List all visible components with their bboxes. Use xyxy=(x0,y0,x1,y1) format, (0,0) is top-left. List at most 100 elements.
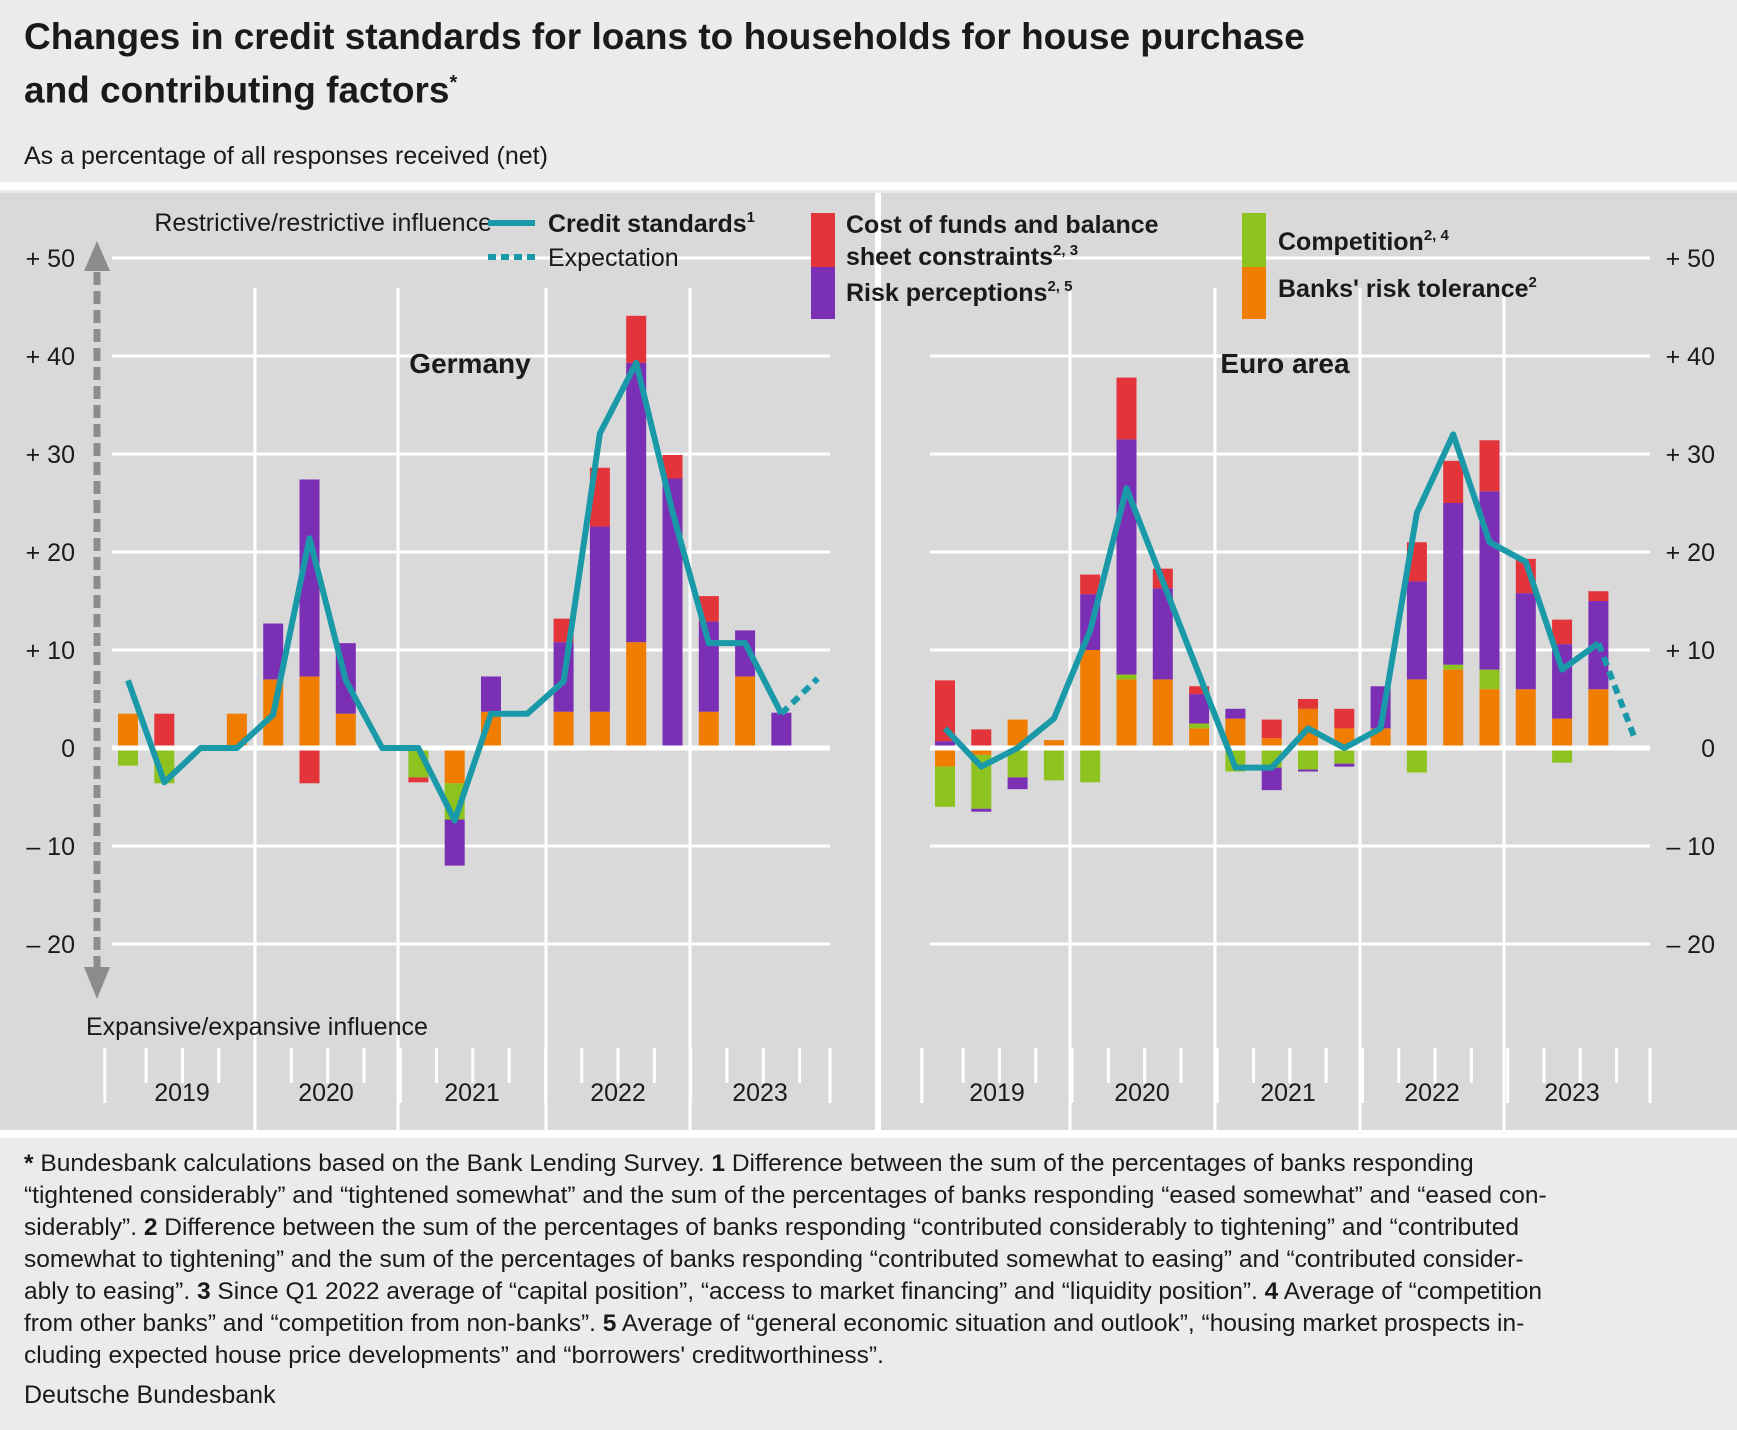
bar-risk-tolerance xyxy=(1152,679,1173,748)
credit-standards-line xyxy=(942,431,1601,771)
legend-cost-of-funds-line2: sheet constraints2, 3 xyxy=(846,242,1078,271)
footnote-line-3: siderably”. 2 Difference between the sum… xyxy=(24,1214,1519,1241)
bottom-divider xyxy=(0,1130,1737,1138)
bar-risk-perceptions xyxy=(1189,694,1210,724)
chart-area: + 50 + 50 + 40 + 40 + 30 + 30 + 20 + 20 + 10 + 10… xyxy=(0,193,1737,1130)
legend-competition-label: Competition2, 4 xyxy=(1278,227,1450,256)
chart-canvas: + 50 + 50 + 40 + 40 + 30 + 30 + 20 + 20 + 10 + 10… xyxy=(26,193,1715,1130)
bar-risk-perceptions xyxy=(771,712,792,748)
bar-risk-perceptions xyxy=(1298,769,1318,772)
y-tick-label-left: + 30 xyxy=(26,441,75,469)
legend-cost-of-funds-line1: Cost of funds and balance xyxy=(846,211,1159,239)
footnote-line-7: cluding expected house price development… xyxy=(24,1342,884,1369)
bar-cost-of-funds xyxy=(1334,708,1355,729)
bar-risk-perceptions xyxy=(589,526,610,712)
y-tick-label-left: + 20 xyxy=(26,539,75,567)
title-footnote-mark: * xyxy=(449,72,458,94)
bar-risk-perceptions xyxy=(971,808,992,812)
line-layer xyxy=(125,359,1638,824)
year-label: 2020 xyxy=(298,1079,354,1107)
bar-competition xyxy=(1043,748,1064,781)
bar-competition xyxy=(1552,748,1573,763)
panel-title: Euro area xyxy=(1220,348,1350,379)
bar-risk-perceptions xyxy=(1007,777,1028,790)
bar-risk-perceptions xyxy=(662,478,683,748)
bar-cost-of-funds xyxy=(1552,619,1573,645)
legend-risk-perceptions-swatch xyxy=(811,267,835,319)
grid-layer xyxy=(84,193,1652,1130)
expectation-line xyxy=(1595,642,1638,740)
footnote-line-2: “tightened considerably” and “tightened … xyxy=(24,1182,1547,1209)
y-tick-label-left: – 10 xyxy=(26,833,75,861)
footnote-line-1: * Bundesbank calculations based on the B… xyxy=(24,1150,1474,1177)
bar-cost-of-funds xyxy=(935,680,955,742)
bar-cost-of-funds xyxy=(1588,591,1609,601)
y-tick-label-left: + 40 xyxy=(26,343,75,371)
legend-top-axis-label: Restrictive/restrictive influence xyxy=(154,209,492,237)
year-label: 2023 xyxy=(732,1079,788,1107)
bar-risk-tolerance xyxy=(1189,728,1210,748)
bar-cost-of-funds xyxy=(408,777,429,783)
bar-competition xyxy=(935,766,955,807)
bar-risk-tolerance xyxy=(971,748,992,755)
bar-competition xyxy=(1080,748,1101,783)
legend-risk-tolerance-label: Banks' risk tolerance2 xyxy=(1278,274,1537,303)
bar-risk-perceptions xyxy=(1116,439,1137,675)
year-label: 2022 xyxy=(590,1079,646,1107)
bar-cost-of-funds xyxy=(1080,574,1101,595)
bar-competition xyxy=(118,748,138,766)
bar-risk-perceptions xyxy=(626,362,647,643)
chart-subtitle: As a percentage of all responses receive… xyxy=(24,142,548,170)
bar-cost-of-funds xyxy=(299,748,320,784)
year-label: 2023 xyxy=(1544,1079,1600,1107)
bar-risk-tolerance xyxy=(1479,689,1500,748)
year-label: 2022 xyxy=(1404,1079,1460,1107)
footnote-line-4: somewhat to tightening” and the sum of t… xyxy=(24,1246,1524,1273)
bar-competition xyxy=(971,754,992,809)
bar-risk-perceptions xyxy=(444,819,465,866)
down-arrow-icon xyxy=(84,967,110,999)
y-tick-label-right: + 50 xyxy=(1666,245,1715,273)
source-label: Deutsche Bundesbank xyxy=(24,1381,276,1409)
y-tick-label-right: – 10 xyxy=(1666,833,1715,861)
bar-risk-tolerance xyxy=(1080,650,1101,748)
y-tick-label-left: + 50 xyxy=(26,245,75,273)
bar-risk-tolerance xyxy=(1443,669,1464,748)
bar-competition xyxy=(1298,748,1318,770)
y-tick-label-left: + 10 xyxy=(26,637,75,665)
bar-risk-perceptions xyxy=(1406,581,1427,680)
bar-cost-of-funds xyxy=(662,454,683,479)
bar-cost-of-funds xyxy=(1479,440,1500,492)
y-tick-label-right: + 30 xyxy=(1666,441,1715,469)
legend-competition-swatch xyxy=(1242,213,1266,267)
bar-risk-perceptions xyxy=(299,479,320,677)
bar-risk-tolerance xyxy=(118,713,138,748)
bar-risk-perceptions xyxy=(1443,503,1464,665)
bar-risk-perceptions xyxy=(935,741,955,748)
bar-risk-tolerance xyxy=(1261,738,1282,748)
bar-risk-tolerance xyxy=(1515,689,1536,748)
y-tick-label-right: + 10 xyxy=(1666,637,1715,665)
bar-cost-of-funds xyxy=(1443,460,1464,503)
bar-cost-of-funds xyxy=(1189,686,1210,695)
y-tick-label-right: + 40 xyxy=(1666,343,1715,371)
y-tick-label-left: – 20 xyxy=(26,931,75,959)
footnotes: * Bundesbank calculations based on the B… xyxy=(24,1148,1714,1372)
bar-risk-tolerance xyxy=(1588,689,1609,748)
bar-competition xyxy=(1189,723,1210,729)
legend-risk-perceptions-label: Risk perceptions2, 5 xyxy=(846,278,1072,307)
bar-competition xyxy=(1334,748,1355,764)
bar-risk-perceptions xyxy=(1515,593,1536,690)
bar-risk-tolerance xyxy=(553,711,574,748)
bar-risk-perceptions xyxy=(263,623,284,680)
bars-layer xyxy=(118,315,1609,866)
bar-risk-tolerance xyxy=(1225,718,1246,748)
bar-risk-tolerance xyxy=(444,748,465,784)
bar-cost-of-funds xyxy=(1261,719,1282,739)
year-label: 2021 xyxy=(1260,1079,1316,1107)
bar-risk-perceptions xyxy=(481,676,501,712)
expectation-line xyxy=(779,676,820,716)
legend-cost-of-funds-swatch xyxy=(811,213,835,267)
bar-cost-of-funds xyxy=(1298,699,1318,709)
top-divider xyxy=(0,182,1737,190)
